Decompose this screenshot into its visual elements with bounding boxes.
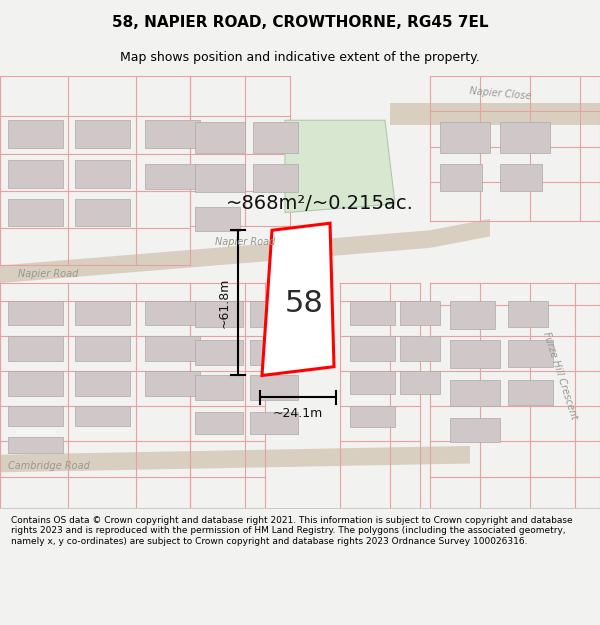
Bar [8,199,63,226]
Bar [145,301,200,326]
Bar [8,437,63,453]
Bar [250,340,298,365]
Text: Napier Road: Napier Road [18,269,79,279]
Bar [450,418,500,442]
Bar [195,164,245,192]
Bar [400,301,440,326]
Text: ~61.8m: ~61.8m [218,278,230,328]
Bar [450,380,500,406]
Bar [195,412,243,434]
Bar [8,406,63,426]
Bar [8,120,63,148]
Polygon shape [390,102,600,124]
Text: Map shows position and indicative extent of the property.: Map shows position and indicative extent… [120,51,480,64]
Bar [145,336,200,361]
Bar [508,380,553,404]
Text: ~868m²/~0.215ac.: ~868m²/~0.215ac. [226,194,414,213]
Bar [253,122,298,153]
Bar [8,336,63,361]
Bar [250,376,298,400]
Bar [450,340,500,369]
Text: 58, NAPIER ROAD, CROWTHORNE, RG45 7EL: 58, NAPIER ROAD, CROWTHORNE, RG45 7EL [112,16,488,31]
Bar [75,199,130,226]
Bar [75,120,130,148]
Bar [250,412,298,434]
Bar [8,371,63,396]
Text: Napier Close: Napier Close [469,86,532,101]
Text: ~24.1m: ~24.1m [273,407,323,420]
Bar [400,336,440,361]
Text: Napier Road: Napier Road [215,237,275,247]
Bar [145,120,200,148]
Bar [350,406,395,428]
Bar [75,160,130,188]
Bar [145,164,200,189]
Bar [195,301,243,327]
Bar [145,371,200,396]
Text: Contains OS data © Crown copyright and database right 2021. This information is : Contains OS data © Crown copyright and d… [11,516,572,546]
Bar [195,376,243,400]
Bar [75,336,130,361]
Polygon shape [0,446,470,472]
Bar [75,371,130,396]
Bar [195,206,240,231]
Bar [75,406,130,426]
Text: Cambridge Road: Cambridge Road [8,461,90,471]
Bar [253,164,298,192]
Bar [508,340,553,367]
Bar [440,122,490,153]
Text: 58: 58 [285,289,324,318]
Bar [500,122,550,153]
Bar [450,301,495,329]
Bar [350,301,395,326]
Bar [350,336,395,361]
Bar [8,160,63,188]
Bar [8,301,63,326]
Bar [500,164,542,191]
Bar [75,301,130,326]
Bar [508,301,548,327]
Bar [440,164,482,191]
Text: Furze Hill Crescent: Furze Hill Crescent [541,331,579,421]
Bar [350,371,395,394]
Polygon shape [0,219,490,283]
Polygon shape [285,120,395,212]
Bar [400,371,440,394]
Bar [195,340,243,365]
Bar [195,122,245,153]
Polygon shape [262,223,334,376]
Bar [250,301,298,327]
